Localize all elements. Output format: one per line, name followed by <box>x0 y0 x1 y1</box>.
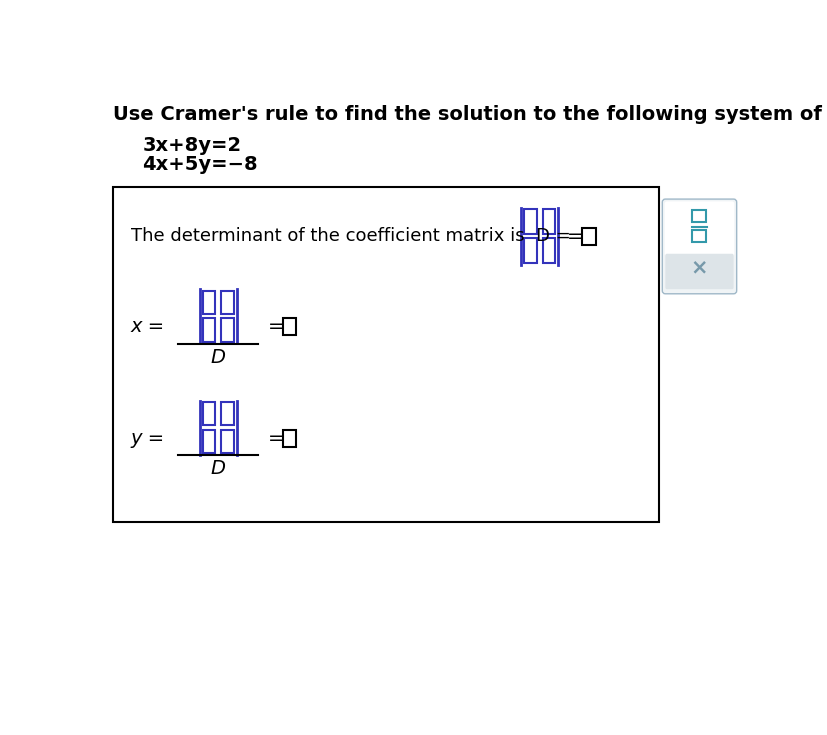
Text: Use Cramer's rule to find the solution to the following system of linear equatio: Use Cramer's rule to find the solution t… <box>112 105 827 124</box>
Text: =: = <box>267 429 284 448</box>
Bar <box>203 318 215 342</box>
Bar <box>221 430 233 453</box>
FancyBboxPatch shape <box>664 201 734 256</box>
Bar <box>203 430 215 453</box>
Text: =: = <box>566 226 583 245</box>
Bar <box>543 238 555 263</box>
Bar <box>221 291 233 314</box>
Text: The determinant of the coefficient matrix is  D =: The determinant of the coefficient matri… <box>131 227 570 245</box>
Bar <box>691 210 705 222</box>
Text: D: D <box>210 348 226 367</box>
FancyBboxPatch shape <box>665 254 733 289</box>
Text: 4x+5y=−8: 4x+5y=−8 <box>142 155 257 174</box>
Bar <box>221 402 233 426</box>
Text: y =: y = <box>131 429 165 448</box>
Text: ×: × <box>690 257 707 278</box>
Bar <box>203 291 215 314</box>
Text: 3x+8y=2: 3x+8y=2 <box>142 136 241 155</box>
Bar <box>203 402 215 426</box>
Bar <box>523 209 536 234</box>
Text: x =: x = <box>131 318 165 337</box>
Bar <box>543 209 555 234</box>
Bar <box>221 318 233 342</box>
Bar <box>282 318 296 335</box>
Bar <box>523 238 536 263</box>
Text: =: = <box>267 318 284 337</box>
FancyBboxPatch shape <box>662 199 736 294</box>
Bar <box>581 228 595 245</box>
Bar <box>691 230 705 243</box>
Text: D: D <box>210 459 226 478</box>
Bar <box>112 187 658 522</box>
Bar <box>282 430 296 447</box>
